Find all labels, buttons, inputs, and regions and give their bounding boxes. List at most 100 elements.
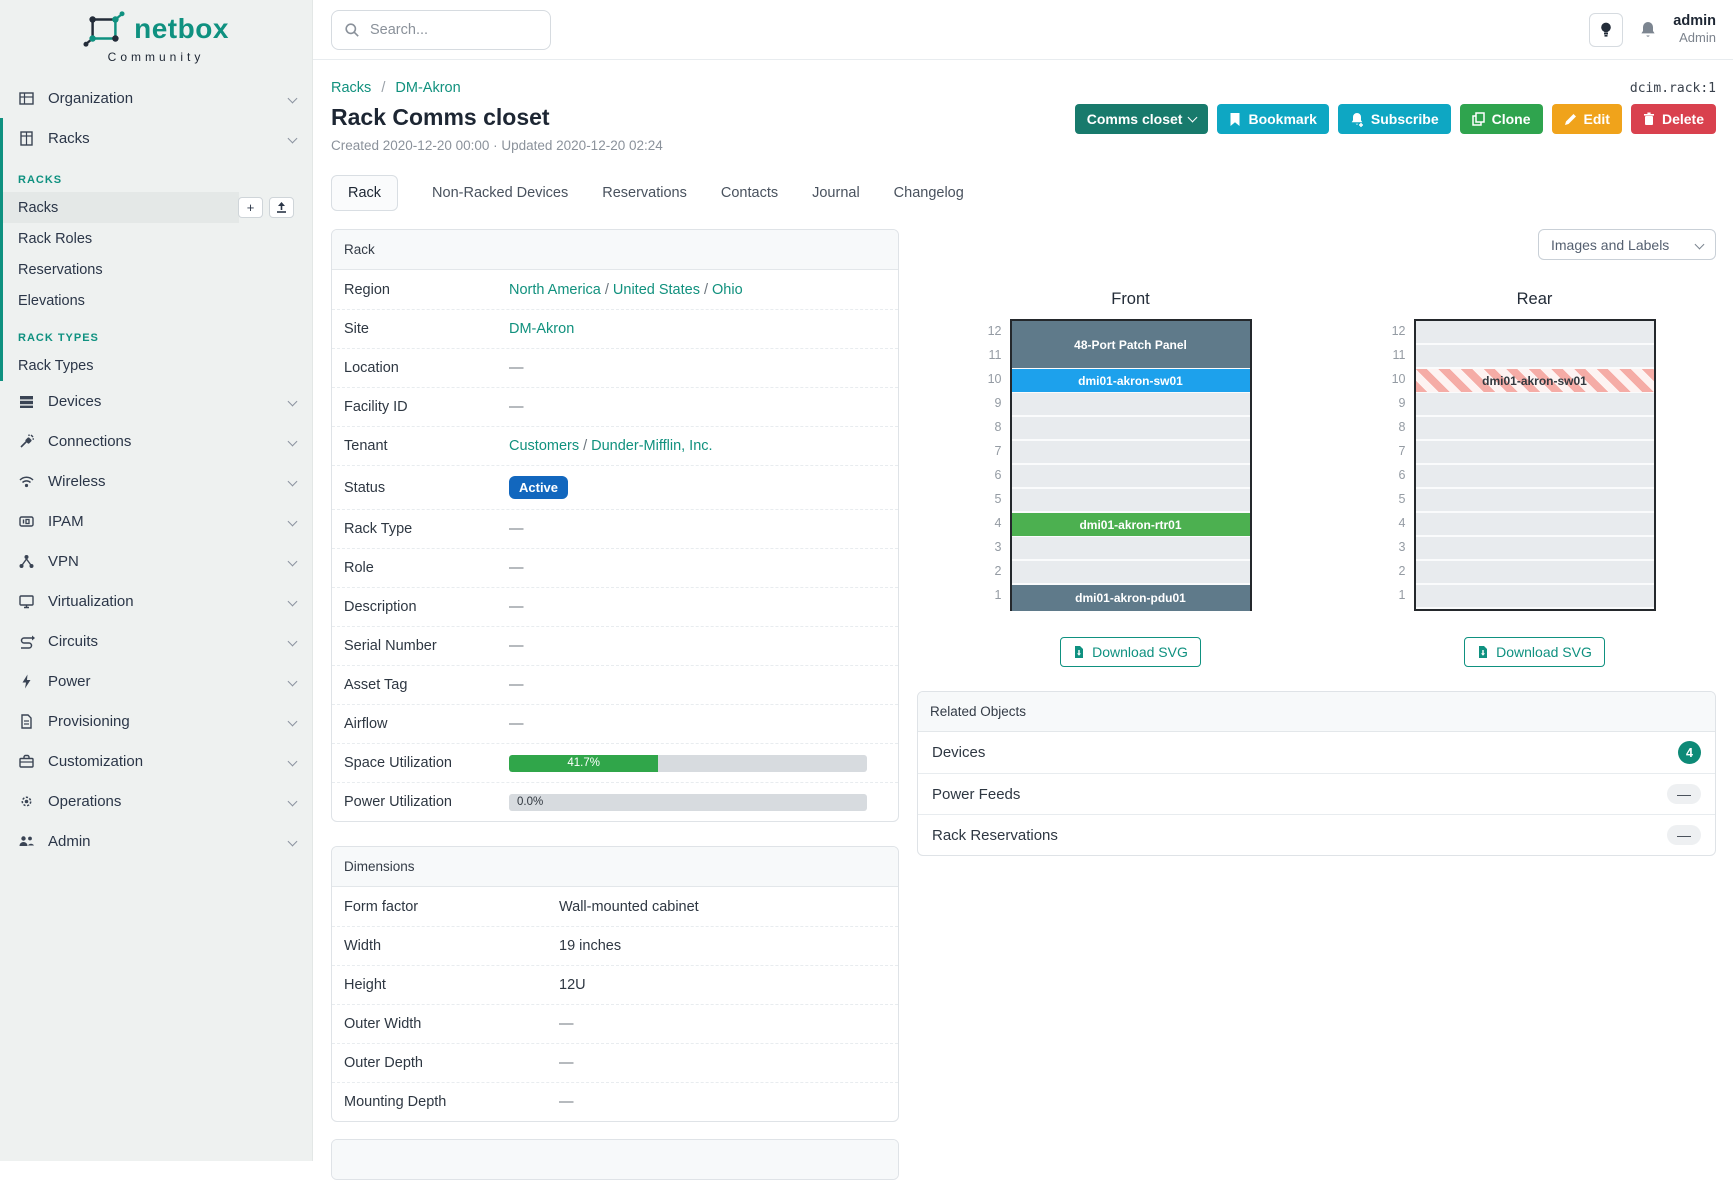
table-row-tenant: Tenant Customers / Dunder-Mifflin, Inc. (332, 426, 898, 465)
rack-unit-device[interactable]: 48-Port Patch Panel (1011, 321, 1250, 368)
sidebar-item-label: Elevations (18, 292, 85, 309)
theme-toggle-button[interactable] (1589, 12, 1624, 47)
rear-rack-elevation: dmi01-akron-sw01 (1413, 319, 1656, 611)
table-row-airflow: Airflow — (332, 704, 898, 743)
breadcrumb-separator: / (381, 80, 386, 96)
sidebar-item-rack-types[interactable]: Rack Types (3, 350, 312, 381)
table-row-outer-width: Outer Width — (332, 1004, 898, 1043)
sidebar-item-vpn[interactable]: VPN (0, 541, 312, 581)
sidebar-item-label: Racks (18, 199, 59, 216)
rack-unit-device[interactable]: dmi01-akron-rtr01 (1011, 513, 1250, 536)
rack-unit-device[interactable]: dmi01-akron-sw01 (1415, 369, 1654, 392)
sidebar-item-connections[interactable]: Connections (0, 421, 312, 461)
tab-non-racked-devices[interactable]: Non-Racked Devices (432, 185, 569, 201)
tab-changelog[interactable]: Changelog (893, 185, 964, 201)
sidebar-item-customization[interactable]: Customization (0, 741, 312, 781)
sidebar-item-power[interactable]: Power (0, 661, 312, 701)
brand-text: netbox (134, 13, 229, 44)
tab-reservations[interactable]: Reservations (602, 185, 687, 201)
sidebar-item-rack-roles[interactable]: Rack Roles (3, 223, 312, 254)
sidebar-item-racks[interactable]: Racks (3, 118, 312, 158)
user-menu[interactable]: admin Admin (1673, 12, 1716, 46)
virtualization-icon (18, 593, 35, 610)
sidebar-item-label: Circuits (48, 632, 99, 650)
sidebar-item-ipam[interactable]: IPAM (0, 501, 312, 541)
rack-unit-device[interactable]: dmi01-akron-sw01 (1011, 369, 1250, 392)
rack-reservations-count: — (1667, 825, 1701, 845)
sidebar-item-operations[interactable]: Operations (0, 781, 312, 821)
rack-unit-device[interactable]: dmi01-akron-pdu01 (1011, 585, 1250, 611)
subscribe-button[interactable]: Subscribe (1337, 104, 1451, 134)
edit-label: Edit (1583, 111, 1610, 127)
sidebar-item-devices[interactable]: Devices (0, 381, 312, 421)
sidebar-item-provisioning[interactable]: Provisioning (0, 701, 312, 741)
breadcrumb-link-site[interactable]: DM-Akron (395, 80, 461, 96)
front-rack-elevation: 48-Port Patch Panel dmi01-akron-sw01 dmi… (1009, 319, 1252, 611)
search-input[interactable] (370, 21, 520, 38)
sidebar-item-wireless[interactable]: Wireless (0, 461, 312, 501)
delete-button[interactable]: Delete (1630, 104, 1716, 134)
user-name: admin (1673, 13, 1716, 30)
sidebar-item-virtualization[interactable]: Virtualization (0, 581, 312, 621)
connections-icon (18, 433, 35, 450)
netbox-logo[interactable]: netbox Community (0, 0, 312, 78)
sidebar-item-racks-list[interactable]: Racks + (3, 192, 312, 223)
front-elevation-title: Front (1111, 290, 1150, 308)
tenant-link[interactable]: Dunder-Mifflin, Inc. (591, 438, 713, 454)
table-row-description: Description — (332, 587, 898, 626)
topbar: admin Admin (313, 0, 1733, 60)
sidebar-item-circuits[interactable]: Circuits (0, 621, 312, 661)
bell-plus-icon (1351, 112, 1363, 127)
search-box[interactable] (331, 9, 551, 50)
download-svg-front-button[interactable]: Download SVG (1060, 637, 1201, 667)
sidebar-item-elevations[interactable]: Elevations (3, 285, 312, 316)
sidebar-item-label: Provisioning (48, 712, 130, 730)
chevron-down-icon (287, 476, 298, 486)
next-panel-partial (331, 1139, 899, 1180)
import-racks-button[interactable] (269, 197, 294, 218)
breadcrumb: Racks / DM-Akron (331, 80, 461, 96)
region-link-1[interactable]: North America (509, 281, 601, 298)
table-row-site: Site DM-Akron (332, 309, 898, 348)
bookmark-button[interactable]: Bookmark (1217, 104, 1329, 134)
add-rack-button[interactable]: + (238, 197, 263, 218)
site-link[interactable]: DM-Akron (509, 321, 575, 337)
chevron-down-icon (287, 556, 298, 566)
pencil-icon (1564, 113, 1576, 125)
sidebar-item-reservations[interactable]: Reservations (3, 254, 312, 285)
tab-contacts[interactable]: Contacts (720, 185, 779, 201)
region-link-2[interactable]: United States (612, 281, 700, 298)
status-dropdown-button[interactable]: Comms closet (1074, 104, 1209, 134)
table-row-width: Width 19 inches (332, 926, 898, 965)
sidebar-item-label: Rack Roles (18, 230, 93, 247)
edit-button[interactable]: Edit (1551, 104, 1622, 134)
power-utilization-value: 0.0% (517, 796, 544, 808)
chevron-down-icon (287, 676, 298, 686)
bell-icon (1641, 22, 1655, 37)
search-icon (345, 22, 359, 37)
tab-rack[interactable]: Rack (331, 175, 399, 211)
download-svg-rear-button[interactable]: Download SVG (1464, 637, 1605, 667)
status-badge: Active (509, 476, 569, 499)
chevron-down-icon (287, 133, 298, 143)
sidebar-item-organization[interactable]: Organization (0, 78, 312, 118)
related-row-rack-reservations[interactable]: Rack Reservations — (918, 814, 1715, 855)
related-row-power-feeds[interactable]: Power Feeds — (918, 773, 1715, 814)
sidebar-item-label: Operations (48, 792, 122, 810)
tenant-group-link[interactable]: Customers (509, 438, 580, 454)
related-row-devices[interactable]: Devices 4 (918, 732, 1715, 773)
region-link-3[interactable]: Ohio (712, 281, 743, 298)
chevron-down-icon (287, 516, 298, 526)
breadcrumb-link-racks[interactable]: Racks (331, 80, 372, 96)
sidebar-item-label: Reservations (18, 261, 103, 278)
notifications-button[interactable] (1639, 20, 1657, 39)
sidebar-item-admin[interactable]: Admin (0, 821, 312, 861)
page-header: Racks / DM-Akron dcim.rack:1 Rack Comms … (313, 60, 1733, 153)
clone-label: Clone (1491, 111, 1531, 127)
netbox-logo-icon (83, 10, 125, 48)
tab-journal[interactable]: Journal (812, 185, 860, 201)
section-label-rack-types: RACK TYPES (18, 332, 99, 344)
clone-button[interactable]: Clone (1459, 104, 1543, 134)
elevation-view-value: Images and Labels (1551, 236, 1670, 253)
elevation-view-select[interactable]: Images and Labels (1538, 229, 1716, 260)
